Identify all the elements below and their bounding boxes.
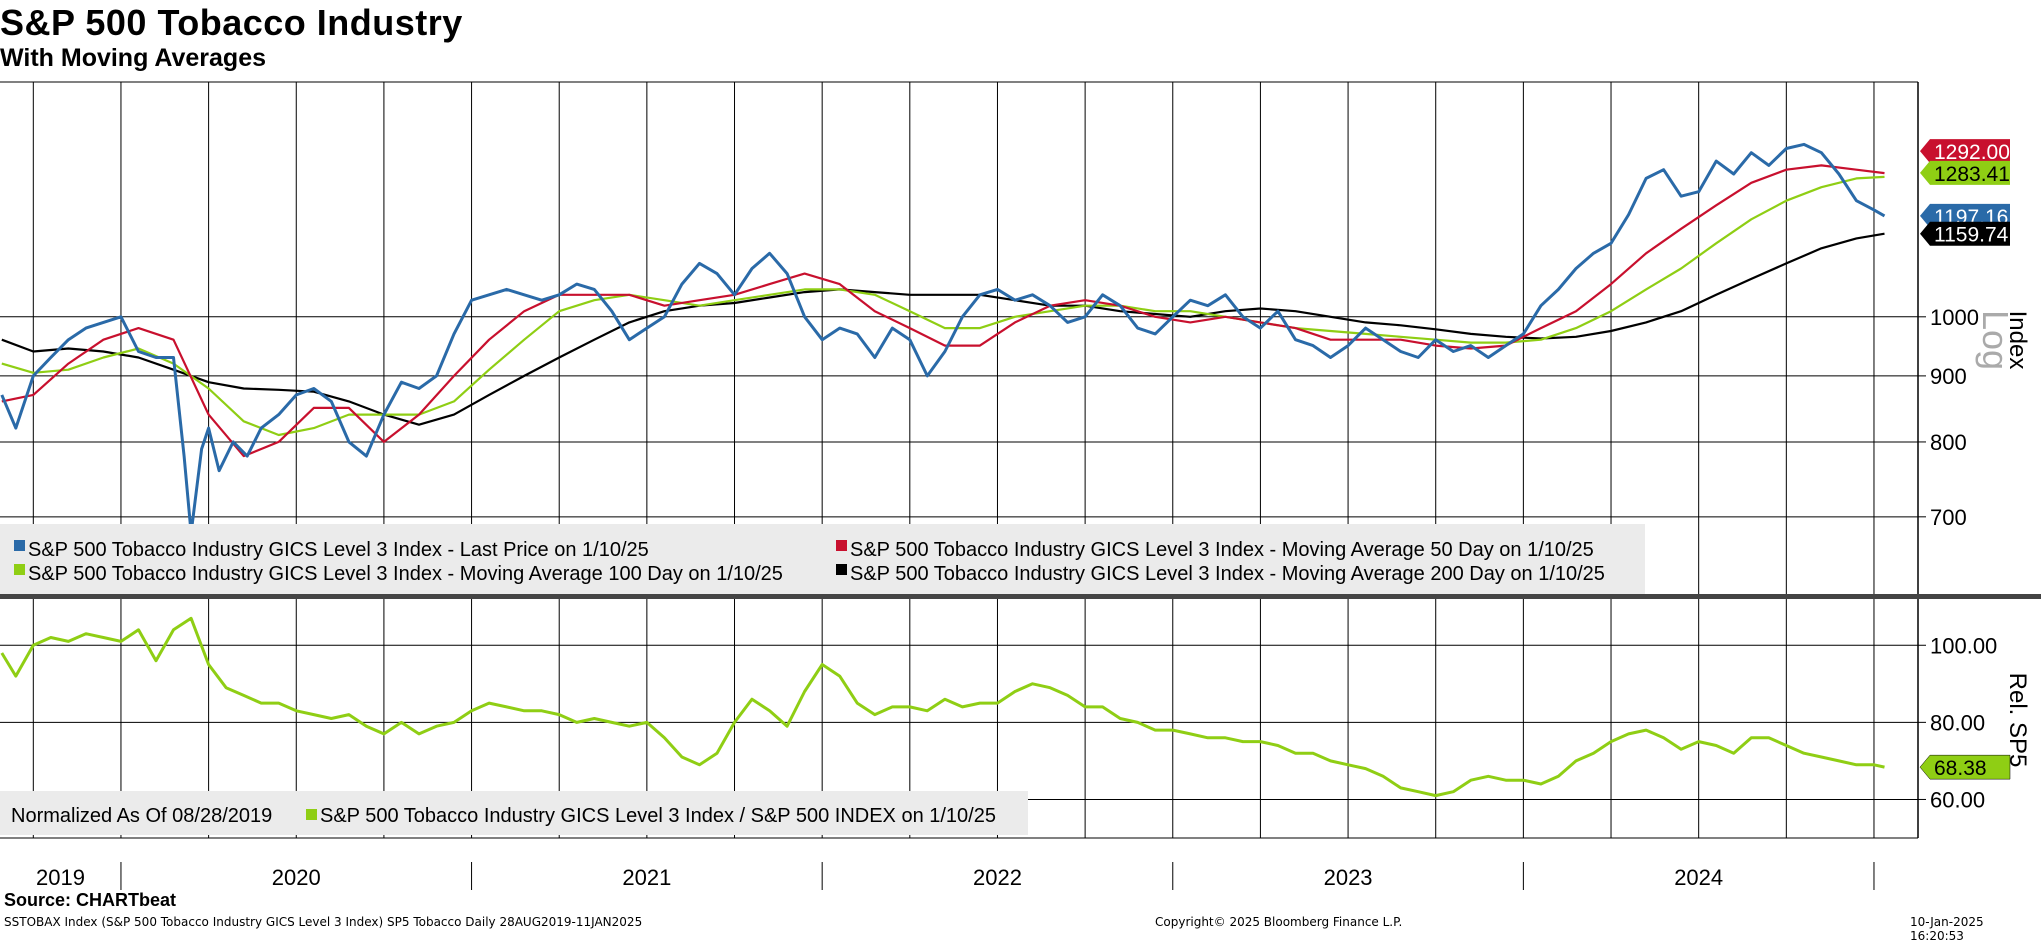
upper-vertical-gridlines xyxy=(32,82,1875,594)
lower-panel: 60.00 80.00 100.00 Rel. SP5 68.38 Normaliz… xyxy=(0,599,2031,838)
last-value-text-ma50: 1292.00 xyxy=(1934,141,2010,164)
lower-y-tick-labels: 60.00 80.00 100.00 xyxy=(1918,633,1997,812)
last-value-text-ma200: 1159.74 xyxy=(1934,224,2009,247)
legend-label-ma200: S&P 500 Tobacco Industry GICS Level 3 In… xyxy=(850,563,1605,585)
legend-swatch-ma100 xyxy=(14,564,25,575)
series-line-price xyxy=(0,142,1886,535)
legend-swatch-price xyxy=(14,540,25,551)
last-value-tag-ma100 xyxy=(1920,160,2010,185)
upper-ylabel: Index xyxy=(2004,311,2031,370)
lower-ylabel: Rel. SP5 xyxy=(2004,673,2031,768)
upper-ytick-label: 800 xyxy=(1930,430,1967,455)
last-value-text-ma100: 1283.41 xyxy=(1934,163,2010,186)
legend-label-normalized: Normalized As Of 08/28/2019 xyxy=(11,805,272,827)
upper-horizontal-gridlines xyxy=(0,316,1918,518)
upper-ytick-label: 700 xyxy=(1930,505,1967,530)
x-year-label: 2020 xyxy=(272,865,321,890)
legend-label-rel: S&P 500 Tobacco Industry GICS Level 3 In… xyxy=(320,805,996,827)
upper-series-lines xyxy=(0,142,1886,535)
x-axis-labels: 2019 2020 2021 2022 2023 2024 xyxy=(36,862,1875,890)
last-value-tag-ma50 xyxy=(1920,139,2010,164)
upper-y-tick-labels: 700 800 900 1000 xyxy=(1918,305,1979,530)
panel-divider xyxy=(0,594,2041,599)
x-year-label: 2021 xyxy=(622,865,671,890)
upper-legend-box xyxy=(0,524,1645,594)
legend-swatch-ma200 xyxy=(836,564,847,575)
lower-ytick-label: 60.00 xyxy=(1930,787,1985,812)
lower-last-value-tags: 68.38 xyxy=(1919,754,2011,780)
source-label: Source: CHARTbeat xyxy=(4,890,177,910)
series-line-ma50 xyxy=(1,164,1885,458)
upper-ytick-label: 1000 xyxy=(1930,305,1979,330)
x-year-label: 2022 xyxy=(973,865,1022,890)
legend-label-price: S&P 500 Tobacco Industry GICS Level 3 In… xyxy=(28,539,649,561)
last-value-tag-rel xyxy=(1919,754,2011,780)
legend-swatch-ma50 xyxy=(836,540,847,551)
lower-horizontal-gridlines xyxy=(0,644,1918,800)
legend-label-ma50: S&P 500 Tobacco Industry GICS Level 3 In… xyxy=(850,539,1594,561)
lower-legend-box xyxy=(0,791,1028,835)
series-line-ma100 xyxy=(1,175,1885,437)
legend-label-ma100: S&P 500 Tobacco Industry GICS Level 3 In… xyxy=(28,563,783,585)
log-scale-label: Log xyxy=(1975,310,2016,370)
footer-ticker-info: SSTOBAX Index (S&P 500 Tobacco Industry … xyxy=(4,915,643,929)
lower-series-lines xyxy=(0,616,1885,798)
last-value-tag-ma200 xyxy=(1920,221,2010,246)
upper-ytick-label: 900 xyxy=(1930,364,1967,389)
x-year-label: 2023 xyxy=(1324,865,1373,890)
lower-ytick-label: 80.00 xyxy=(1930,710,1985,735)
chart-title: S&P 500 Tobacco Industry xyxy=(0,2,463,43)
legend-swatch-rel xyxy=(306,809,317,820)
chart-subtitle: With Moving Averages xyxy=(0,44,267,72)
footer-copyright: Copyright© 2025 Bloomberg Finance L.P. xyxy=(1155,915,1403,929)
footer-timestamp: 10-Jan-2025 16:20:53 xyxy=(1910,915,1984,943)
x-year-label: 2019 xyxy=(36,865,85,890)
x-year-label: 2024 xyxy=(1674,865,1723,890)
lower-ytick-label: 100.00 xyxy=(1930,633,1997,658)
series-line-ma200 xyxy=(1,232,1885,426)
series-line-relative xyxy=(0,616,1885,798)
last-value-text-rel: 68.38 xyxy=(1934,757,1987,780)
